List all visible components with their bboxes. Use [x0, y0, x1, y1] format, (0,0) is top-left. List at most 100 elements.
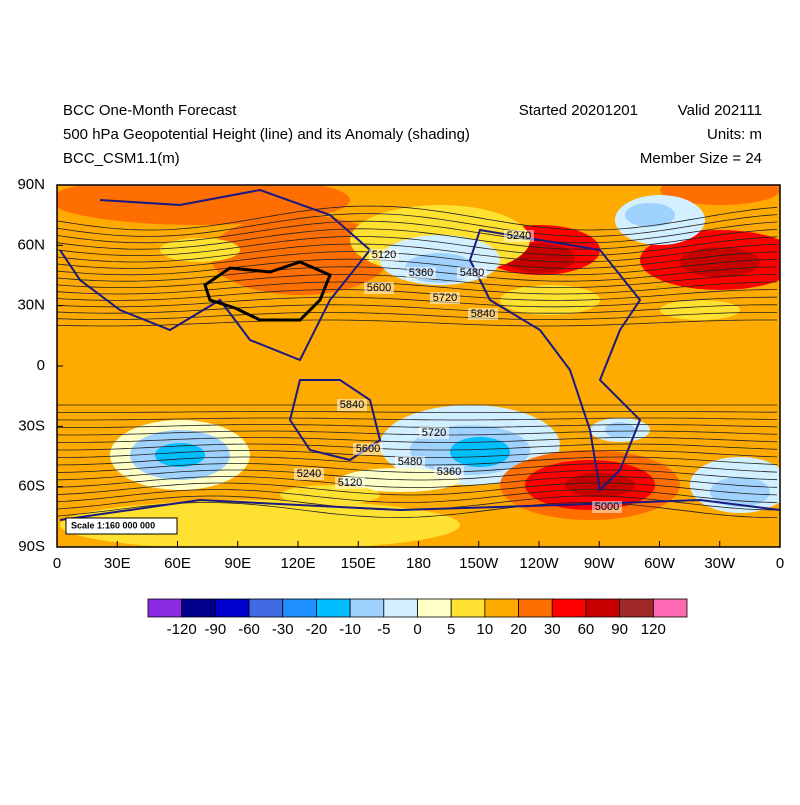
coastline	[59, 188, 372, 362]
colorbar-box	[248, 598, 284, 618]
contour-line	[57, 319, 777, 327]
contour-label: 5600	[367, 282, 391, 294]
label-bg	[337, 399, 367, 411]
colorbar-box	[349, 598, 385, 618]
colorbar-box	[551, 598, 587, 618]
colorbar-box	[181, 598, 216, 618]
contour-line	[57, 463, 778, 473]
contour-line	[57, 443, 778, 451]
lon-label: 120W	[519, 555, 559, 572]
lon-label: 90E	[224, 555, 251, 572]
colorbar-label: 10	[477, 621, 494, 638]
lon-label: 30E	[104, 555, 131, 572]
colorbar-box	[282, 598, 317, 618]
lat-label: 90N	[17, 176, 45, 193]
contour-label: 5360	[437, 466, 461, 478]
label-bg	[468, 308, 498, 320]
scale-box	[65, 517, 178, 535]
coastline	[468, 228, 642, 493]
started: Started 20201201	[519, 102, 638, 119]
lon-label: 150W	[459, 555, 499, 572]
colorbar-label: 5	[447, 621, 455, 638]
colorbar-box	[383, 598, 418, 618]
coastline	[59, 498, 780, 521]
anomaly-shading	[660, 185, 780, 205]
colorbar-box	[619, 598, 654, 618]
lat-label: 60S	[18, 478, 45, 495]
colorbar-label: 120	[641, 621, 666, 638]
label-bg	[395, 456, 425, 468]
lat-label: 30S	[18, 417, 45, 434]
anomaly-shading	[680, 247, 760, 277]
contour-line	[57, 469, 778, 481]
contour-label: 5720	[422, 427, 446, 439]
contour-line	[57, 476, 778, 488]
anomaly-shading	[625, 203, 675, 227]
lon-label: 180	[406, 555, 431, 572]
label-bg	[364, 282, 394, 294]
map-area	[57, 185, 780, 547]
anomaly-shading	[60, 500, 460, 547]
anomaly-shading	[210, 215, 390, 295]
colorbar-label: -30	[272, 621, 294, 638]
colorbar-label: 90	[611, 621, 628, 638]
contour-line	[57, 312, 777, 320]
contour-label: 5480	[460, 267, 484, 279]
lat-label: 60N	[17, 236, 45, 253]
lon-label: 150E	[341, 555, 376, 572]
label-bg	[335, 477, 365, 489]
colorbar-box	[214, 598, 250, 618]
contour-line	[57, 304, 777, 314]
contour-line	[57, 296, 777, 308]
contour-line	[57, 430, 778, 436]
lat-label: 30N	[17, 297, 45, 314]
contour-label: 5840	[471, 308, 495, 320]
anomaly-shading	[605, 422, 635, 438]
contour-line	[57, 289, 777, 301]
scale: Scale 1:160 000 000	[71, 520, 155, 530]
anomaly-shading	[660, 300, 740, 320]
colorbar-label: 0	[413, 621, 421, 638]
contour-line	[57, 205, 778, 231]
contour-label: 5360	[409, 267, 433, 279]
colorbar-box	[147, 598, 183, 618]
label-bg	[504, 230, 534, 242]
contour-line	[57, 220, 778, 244]
subtitle: 500 hPa Geopotential Height (line) and i…	[63, 126, 470, 143]
label-bg	[592, 501, 622, 513]
colorbar-label: 30	[544, 621, 561, 638]
label-bg	[434, 466, 464, 478]
contour-line	[57, 482, 778, 496]
colorbar-box	[417, 598, 452, 618]
colorbar-box	[518, 598, 553, 618]
colorbar-label: -60	[238, 621, 260, 638]
colorbar-box	[484, 598, 519, 618]
label-bg	[406, 267, 436, 279]
lon-label: 60W	[644, 555, 676, 572]
lon-label: 0	[53, 555, 61, 572]
lat-label: 90S	[18, 538, 45, 555]
contour-line	[57, 236, 778, 257]
label-bg	[369, 249, 399, 261]
colorbar-label: -120	[167, 621, 197, 638]
contour-line	[57, 213, 778, 237]
colorbar-box	[316, 598, 351, 618]
lat-label: 0	[37, 357, 45, 374]
contour-label: 5840	[340, 399, 364, 411]
members: Member Size = 24	[640, 150, 762, 167]
contour-line	[57, 411, 777, 413]
lon-label: 90W	[584, 555, 616, 572]
lon-label: 0	[776, 555, 784, 572]
contour-label: 5000	[595, 501, 619, 513]
label-bg	[353, 443, 383, 455]
anomaly-shading	[450, 437, 510, 467]
anomaly-shading	[155, 443, 205, 467]
colorbar-box	[450, 598, 486, 618]
contour-line	[57, 251, 778, 269]
contour-line	[57, 281, 778, 295]
label-bg	[294, 468, 324, 480]
contour-label: 5600	[356, 443, 380, 455]
label-bg	[430, 292, 460, 304]
contour-line	[57, 417, 778, 421]
lon-label: 120E	[280, 555, 315, 572]
